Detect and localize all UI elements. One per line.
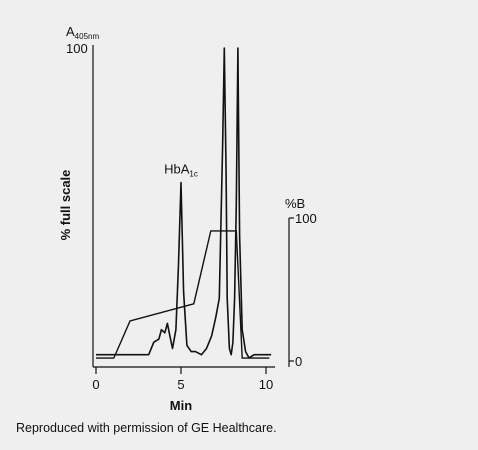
absorbance-trace xyxy=(96,47,272,359)
absorbance-label-main: A xyxy=(66,24,75,39)
y-axis-title: % full scale xyxy=(58,170,73,241)
y-left-tick-label-0: 100 xyxy=(66,41,88,56)
absorbance-label: A405nm xyxy=(66,24,99,41)
y-right-tick-label-1: 100 xyxy=(295,211,317,226)
axes xyxy=(92,45,290,368)
hba1c-annotation-sub: 1c xyxy=(189,170,197,179)
x-tick-label-1: 5 xyxy=(177,377,184,392)
percent-b-label: %B xyxy=(285,196,305,211)
x-tick-label-0: 0 xyxy=(92,377,99,392)
ticks: 0 5 10 100 0 100 xyxy=(66,41,317,392)
traces xyxy=(96,47,272,359)
gradient-line xyxy=(96,230,270,359)
hba1c-annotation-main: HbA xyxy=(164,162,190,177)
x-axis-title: Min xyxy=(170,398,192,413)
absorbance-label-sub: 405nm xyxy=(75,32,100,41)
figure-caption: Reproduced with permission of GE Healthc… xyxy=(16,421,277,435)
x-tick-label-2: 10 xyxy=(259,377,273,392)
y-right-tick-label-0: 0 xyxy=(295,354,302,369)
hba1c-annotation: HbA1c xyxy=(164,162,198,179)
